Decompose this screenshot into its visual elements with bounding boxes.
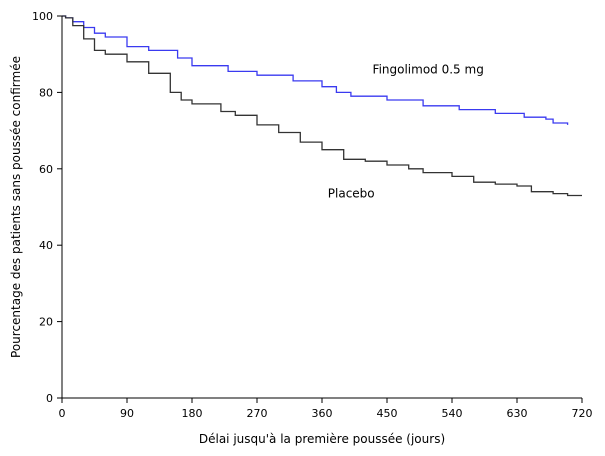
x-tick-label: 630 (507, 407, 528, 420)
series-line-placebo (62, 15, 582, 197)
y-tick-label: 40 (39, 239, 53, 252)
x-tick-label: 720 (572, 407, 593, 420)
y-tick-label: 0 (46, 392, 53, 405)
series-label: Fingolimod 0.5 mg (373, 62, 484, 76)
y-axis-title: Pourcentage des patients sans poussée co… (9, 56, 23, 358)
x-tick-label: 0 (59, 407, 66, 420)
y-tick-label: 60 (39, 163, 53, 176)
x-axis-title: Délai jusqu'à la première poussée (jours… (199, 432, 445, 446)
y-tick-label: 100 (32, 10, 53, 23)
x-tick-label: 450 (377, 407, 398, 420)
series-label: Placebo (328, 186, 375, 200)
x-axis-ticks: 0 90 180 270 360 450 540 630 720 (59, 398, 593, 420)
y-tick-label: 20 (39, 316, 53, 329)
x-tick-label: 180 (182, 407, 203, 420)
x-tick-label: 270 (247, 407, 268, 420)
x-tick-label: 360 (312, 407, 333, 420)
series-layer (62, 15, 582, 197)
x-tick-label: 90 (120, 407, 134, 420)
y-axis-ticks: 0 20 40 60 80 100 (32, 10, 62, 405)
x-tick-label: 540 (442, 407, 463, 420)
series-line-fingolimod (62, 15, 569, 125)
y-tick-label: 80 (39, 86, 53, 99)
annotation-layer: Fingolimod 0.5 mg Placebo (328, 62, 484, 200)
